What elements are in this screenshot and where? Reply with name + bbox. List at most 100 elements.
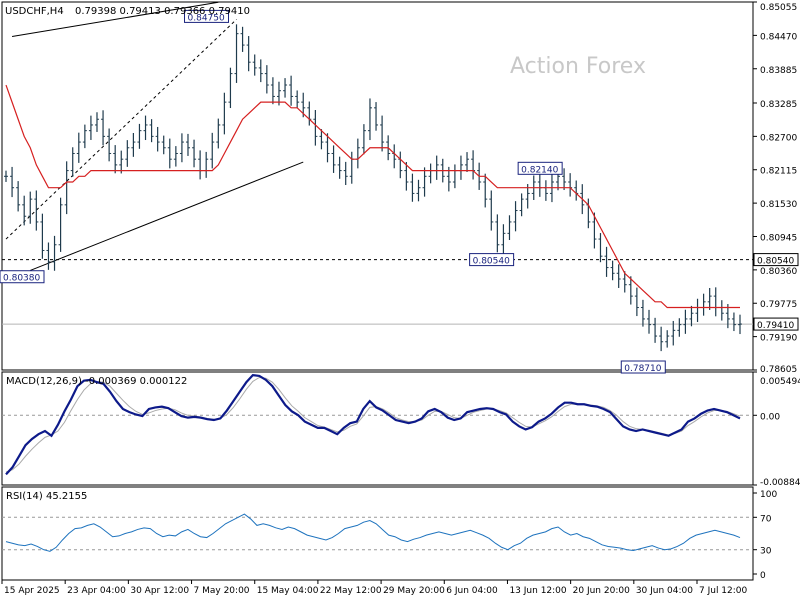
price-bar — [216, 118, 221, 149]
price-bar — [4, 170, 8, 182]
price-bar — [173, 146, 178, 167]
price-bar — [489, 190, 494, 231]
price-bar — [604, 246, 609, 277]
price-bar — [161, 135, 166, 155]
chart-header-symbol: USDCHF,H4 — [5, 6, 64, 17]
price-bar — [295, 90, 300, 109]
price-pane-frame — [1, 1, 754, 371]
price-bar — [628, 276, 633, 305]
annotation-box — [620, 360, 666, 374]
price-bar — [113, 145, 118, 174]
macd-tick-label: -0.008848 — [760, 478, 800, 488]
price-bar — [234, 24, 239, 83]
macd-line — [5, 373, 741, 476]
rsi-tick-label: 100 — [760, 490, 777, 500]
time-tick-label: 30 Apr 12:00 — [130, 586, 189, 596]
price-bar — [185, 133, 190, 156]
price-bar — [76, 132, 81, 163]
price-bar — [46, 242, 51, 270]
annotation-label: 0.80540 — [473, 257, 510, 267]
price-bar — [119, 150, 124, 174]
price-bar — [82, 124, 87, 149]
price-tick-label: 0.80360 — [760, 267, 797, 277]
price-bar — [622, 271, 627, 293]
level-price-label: 0.80540 — [757, 257, 794, 267]
annotation-box — [184, 9, 230, 23]
chart-watermark: Action Forex — [510, 54, 646, 79]
price-bar — [179, 133, 184, 163]
price-bar — [222, 92, 227, 135]
channel-line-2 — [5, 19, 237, 240]
price-bar — [519, 193, 524, 217]
price-bar — [155, 126, 160, 152]
price-bar — [58, 197, 63, 252]
price-bar — [331, 145, 336, 173]
time-tick-label: 30 Jun 04:00 — [636, 586, 693, 596]
annotation-label: 0.82140 — [521, 165, 558, 175]
time-tick-label: 15 May 04:00 — [257, 586, 319, 596]
price-bar — [252, 54, 257, 76]
price-bar — [671, 320, 676, 346]
price-bar — [689, 305, 694, 327]
price-bar — [149, 119, 154, 143]
price-bar — [131, 132, 136, 157]
price-bar — [640, 299, 645, 327]
macd-tick-label: 0.00 — [760, 412, 780, 422]
price-bar — [313, 110, 318, 146]
annotation-label: 0.78710 — [624, 364, 661, 374]
price-bar — [52, 235, 57, 271]
channel-line-0 — [11, 1, 219, 38]
price-bar — [240, 26, 245, 52]
price-bar — [465, 152, 470, 172]
price-tick-label: 0.80945 — [760, 233, 797, 243]
time-tick-label: 22 May 12:00 — [320, 586, 382, 596]
price-bar — [101, 110, 106, 146]
price-bar — [192, 139, 197, 168]
price-bar — [143, 115, 148, 141]
price-bar — [404, 162, 409, 191]
price-bar — [22, 195, 27, 226]
price-bar — [64, 161, 69, 215]
chart-header-quote: 0.79398 0.79413 0.79366 0.79410 — [75, 6, 250, 17]
channel-line-1 — [30, 161, 304, 271]
price-bar — [283, 78, 288, 98]
price-bar — [337, 156, 342, 179]
price-bar — [647, 309, 652, 334]
price-bar — [677, 318, 682, 337]
price-bar — [10, 166, 15, 198]
price-bar — [380, 115, 385, 152]
rsi-pane-frame — [1, 486, 754, 581]
price-tick-label: 0.79775 — [760, 300, 797, 310]
rsi-line — [5, 513, 741, 552]
price-bar — [276, 81, 281, 106]
annotation-label: 0.80380 — [3, 274, 40, 284]
price-bar — [483, 173, 488, 208]
current-price-box — [753, 317, 799, 331]
time-tick-label: 29 May 20:00 — [383, 586, 445, 596]
price-bar — [610, 260, 615, 281]
annotation-label: 0.84750 — [188, 13, 225, 23]
price-bar — [28, 191, 33, 224]
price-bar — [107, 128, 112, 162]
price-bar — [592, 212, 597, 249]
price-bar — [738, 314, 742, 335]
price-bar — [374, 102, 379, 131]
macd-signal-line — [5, 376, 741, 473]
rsi-tick-label: 0 — [760, 571, 766, 581]
price-bar — [659, 326, 664, 352]
annotation-box — [469, 253, 515, 267]
annotation-box — [517, 161, 563, 175]
price-bar — [246, 36, 251, 72]
price-bar — [88, 115, 93, 140]
price-bar — [16, 181, 21, 212]
macd-pane-frame — [1, 371, 754, 486]
price-bar — [70, 147, 75, 177]
annotation-box — [0, 270, 45, 284]
price-bar — [40, 213, 45, 259]
moving-average-line — [5, 84, 740, 309]
macd-label: MACD(12,26,9) -0.000369 0.000122 — [6, 376, 187, 387]
price-bar — [210, 132, 215, 169]
time-tick-label: 7 Jul 12:00 — [699, 586, 748, 596]
